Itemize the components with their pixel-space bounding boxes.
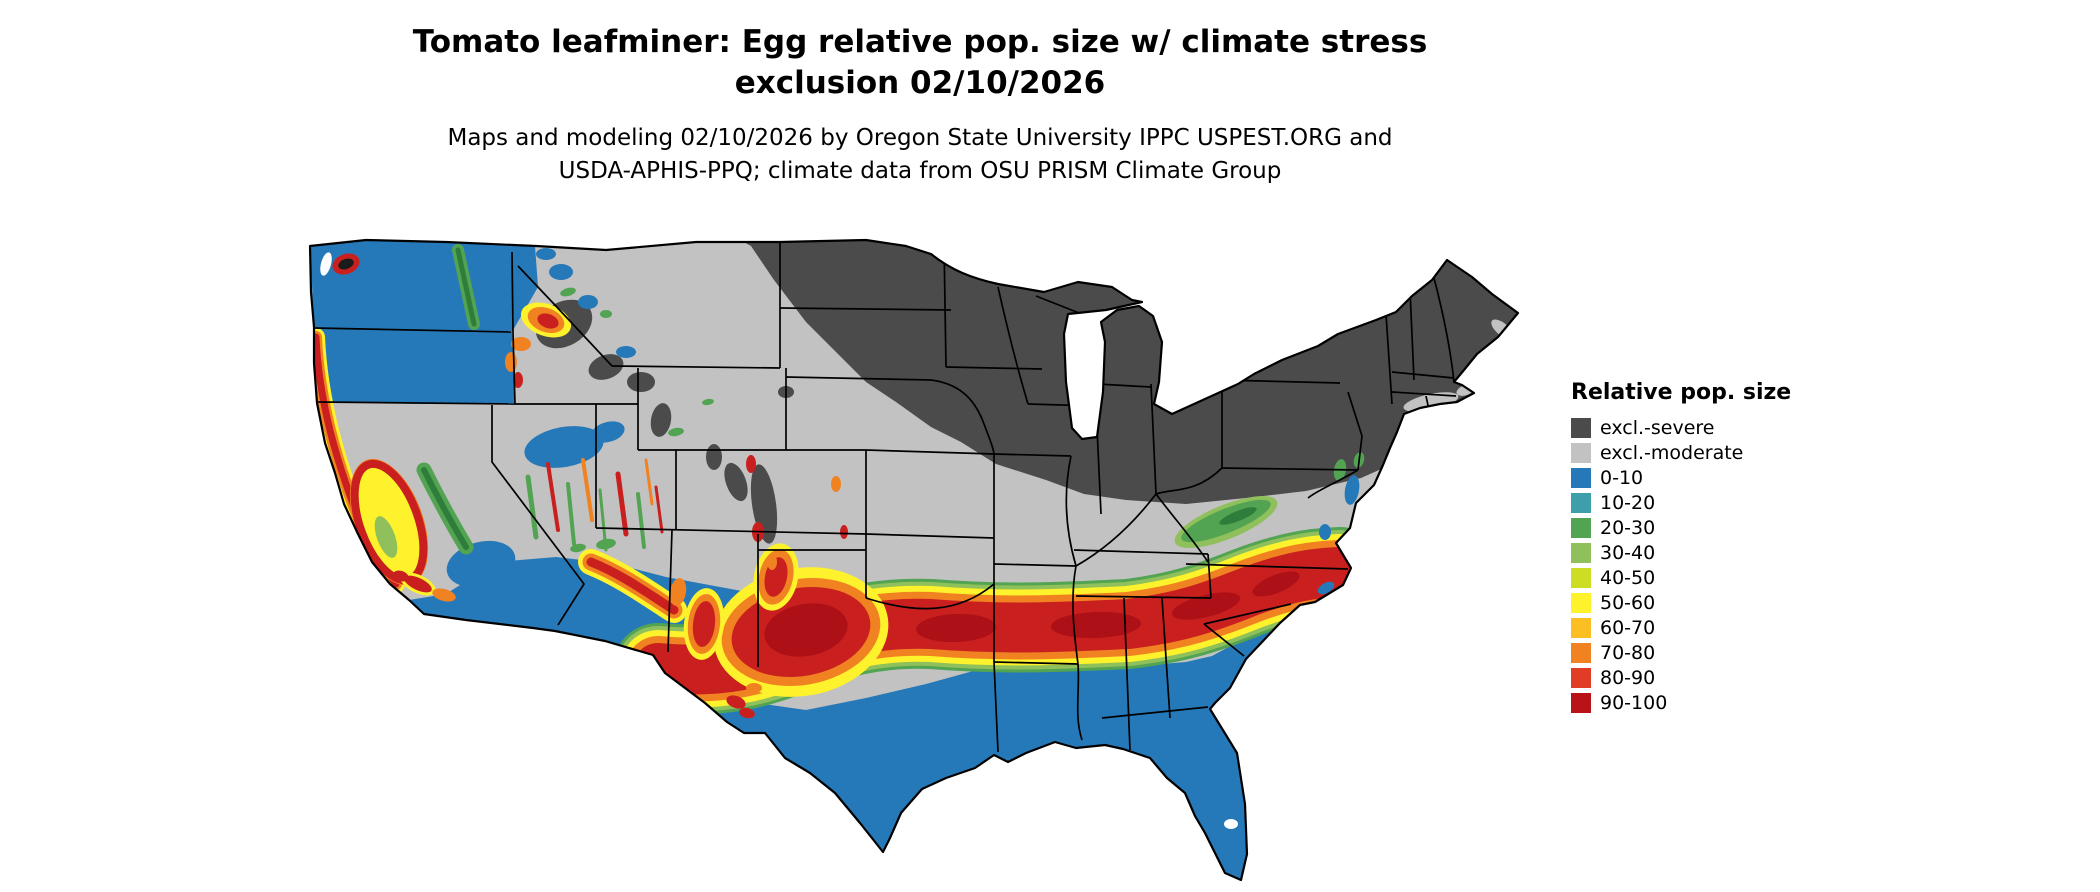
legend-swatch [1571, 517, 1591, 538]
map-attribution: Maps and modeling 02/10/2026 by Oregon S… [330, 122, 1510, 188]
region-great-basin-streaks [525, 458, 664, 552]
legend-label: 90-100 [1600, 691, 1668, 714]
legend-swatch [1571, 642, 1591, 663]
legend-label: 40-50 [1600, 566, 1656, 589]
legend-label: 30-40 [1600, 541, 1656, 564]
title-line-2: exclusion 02/10/2026 [734, 65, 1106, 101]
title-line-1: Tomato leafminer: Egg relative pop. size… [412, 24, 1428, 60]
legend-label: excl.-moderate [1600, 441, 1744, 464]
legend-label: 0-10 [1600, 466, 1644, 489]
state-borders [314, 241, 1457, 753]
legend-label: excl.-severe [1600, 416, 1715, 439]
legend-label: 20-30 [1600, 516, 1656, 539]
legend-row: 20-30 [1571, 515, 1791, 540]
legend-label: 80-90 [1600, 666, 1656, 689]
region-rockies-specks [560, 287, 848, 570]
legend-row: excl.-severe [1571, 415, 1791, 440]
region-az-nm-mountains [570, 538, 725, 660]
region-appalachian-green [1174, 496, 1278, 548]
legend-label: 50-60 [1600, 591, 1656, 614]
region-pnw-details [320, 244, 572, 388]
legend-row: 50-60 [1571, 590, 1791, 615]
legend-swatch [1571, 692, 1591, 713]
legend-swatch [1571, 442, 1591, 463]
legend-label: 70-80 [1600, 641, 1656, 664]
legend-row: excl.-moderate [1571, 440, 1791, 465]
map-legend: Relative pop. size excl.-severe excl.-mo… [1571, 380, 1791, 715]
legend-row: 0-10 [1571, 465, 1791, 490]
legend-row: 90-100 [1571, 690, 1791, 715]
page-title: Tomato leafminer: Egg relative pop. size… [330, 22, 1510, 104]
lake-okeechobee [1224, 819, 1238, 829]
legend-swatch [1571, 467, 1591, 488]
legend-swatch [1571, 567, 1591, 588]
legend-swatch [1571, 492, 1591, 513]
legend-row: 80-90 [1571, 665, 1791, 690]
legend-label: 60-70 [1600, 616, 1656, 639]
legend-title: Relative pop. size [1571, 380, 1792, 405]
legend-swatch [1571, 617, 1591, 638]
legend-row: 10-20 [1571, 490, 1791, 515]
us-choropleth-map [306, 232, 1527, 888]
region-california [310, 328, 474, 602]
legend-row: 30-40 [1571, 540, 1791, 565]
legend-row: 60-70 [1571, 615, 1791, 640]
legend-swatch [1571, 667, 1591, 688]
legend-swatch [1571, 417, 1591, 438]
legend-row: 70-80 [1571, 640, 1791, 665]
legend-row: 40-50 [1571, 565, 1791, 590]
legend-swatch [1571, 542, 1591, 563]
us-map-svg [308, 238, 1520, 882]
legend-label: 10-20 [1600, 491, 1656, 514]
attribution-line-2: USDA-APHIS-PPQ; climate data from OSU PR… [558, 158, 1282, 184]
attribution-line-1: Maps and modeling 02/10/2026 by Oregon S… [447, 125, 1393, 151]
legend-swatch [1571, 592, 1591, 613]
